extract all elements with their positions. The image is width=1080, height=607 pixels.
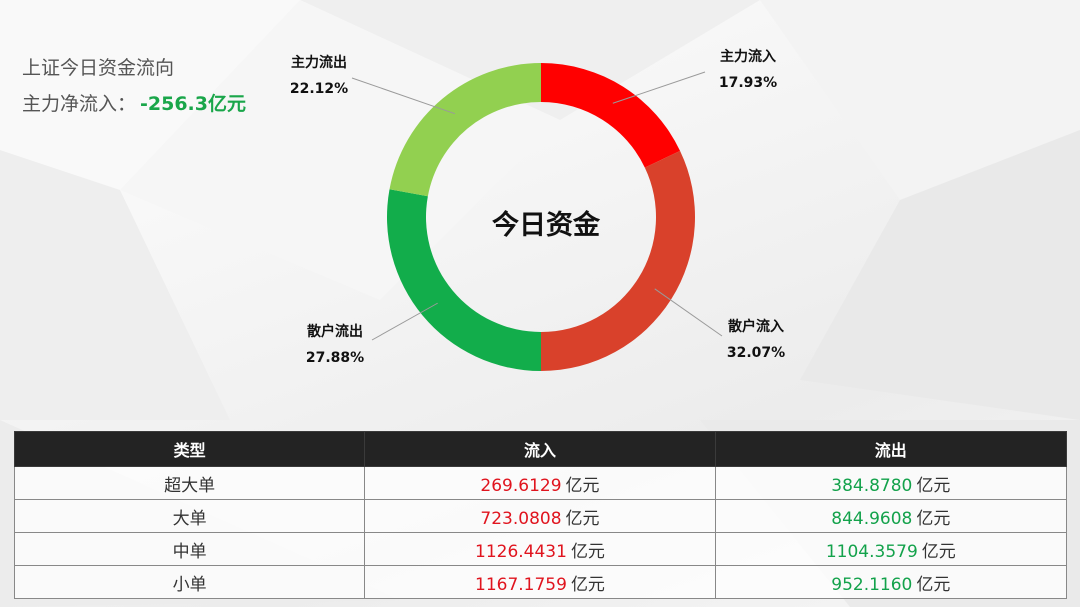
table-row: 大单 723.0808 亿元 844.9608 亿元 xyxy=(13,499,1068,533)
slice-name-label-main-inflow: 主力流入 xyxy=(720,48,776,65)
unit-label: 亿元 xyxy=(565,508,600,529)
leader-line-main-inflow xyxy=(612,71,706,104)
outflow-value: 844.9608 xyxy=(831,508,913,529)
table-row: 中单 1126.4431 亿元 1104.3579 亿元 xyxy=(13,532,1068,566)
outflow-cell: 384.8780 亿元 xyxy=(714,466,1068,500)
net-inflow-value: -256.3亿元 xyxy=(140,93,247,115)
inflow-value: 1126.4431 xyxy=(475,541,567,562)
leader-line-retail-inflow xyxy=(654,288,723,337)
outflow-value: 952.1160 xyxy=(831,574,913,595)
inflow-cell: 1167.1759 亿元 xyxy=(364,565,716,599)
unit-label: 亿元 xyxy=(565,475,600,496)
slice-percent-label-main-outflow: 22.12% xyxy=(290,81,348,97)
inflow-cell: 723.0808 亿元 xyxy=(364,499,716,533)
unit-label: 亿元 xyxy=(916,574,951,595)
outflow-cell: 952.1160 亿元 xyxy=(714,565,1068,599)
slice-percent-label-retail-inflow: 32.07% xyxy=(727,345,785,361)
slice-name-label-main-outflow: 主力流出 xyxy=(291,54,347,71)
unit-label: 亿元 xyxy=(570,541,605,562)
outflow-value: 1104.3579 xyxy=(825,541,918,562)
outflow-cell: 1104.3579 亿元 xyxy=(714,532,1068,566)
header-type: 类型 xyxy=(13,431,366,467)
page-title: 上证今日资金流向 xyxy=(22,57,175,79)
table-header-row: 类型 流入 流出 xyxy=(13,431,1068,467)
table-row: 超大单 269.6129 亿元 384.8780 亿元 xyxy=(13,466,1068,500)
fund-flow-table: 类型 流入 流出 超大单 269.6129 亿元 384.8780 亿元 大单 72… xyxy=(13,431,1068,599)
inflow-cell: 1126.4431 亿元 xyxy=(364,532,716,566)
outflow-cell: 844.9608 亿元 xyxy=(714,499,1068,533)
unit-label: 亿元 xyxy=(916,508,951,529)
type-cell: 大单 xyxy=(13,499,366,533)
donut-chart: 主力流入 17.93% 散户流入 32.07% 散户流出 27.88% 主力流出 22.12%… xyxy=(290,48,785,371)
unit-label: 亿元 xyxy=(921,541,956,562)
net-inflow: 主力净流入： -256.3亿元 xyxy=(22,91,246,117)
header-inflow: 流入 xyxy=(364,431,716,467)
donut-slice-main-outflow xyxy=(389,63,541,197)
table-row: 小单 1167.1759 亿元 952.1160 亿元 xyxy=(13,565,1068,599)
inflow-value: 1167.1759 xyxy=(475,574,567,595)
slice-percent-label-main-inflow: 17.93% xyxy=(719,75,777,91)
inflow-cell: 269.6129 亿元 xyxy=(364,466,716,500)
inflow-value: 723.0808 xyxy=(480,508,562,529)
inflow-value: 269.6129 xyxy=(480,475,562,496)
leader-line-main-outflow xyxy=(351,77,456,115)
slice-name-label-retail-outflow: 散户流出 xyxy=(307,323,363,340)
header-outflow: 流出 xyxy=(714,431,1068,467)
type-cell: 中单 xyxy=(13,532,366,566)
type-cell: 超大单 xyxy=(13,466,366,500)
outflow-value: 384.8780 xyxy=(831,475,913,496)
chart-center-label: 今日资金 xyxy=(492,209,601,241)
leader-lines xyxy=(351,71,723,341)
donut-slices xyxy=(387,63,695,371)
slice-percent-label-retail-outflow: 27.88% xyxy=(306,350,364,366)
leader-line-retail-outflow xyxy=(371,302,438,341)
unit-label: 亿元 xyxy=(570,574,605,595)
net-inflow-label: 主力净流入： xyxy=(22,93,137,115)
type-cell: 小单 xyxy=(13,565,366,599)
slice-labels: 主力流入 17.93% 散户流入 32.07% 散户流出 27.88% 主力流出 22.12% xyxy=(290,48,785,366)
donut-slice-retail-inflow xyxy=(541,150,695,371)
donut-slice-retail-outflow xyxy=(387,189,541,371)
unit-label: 亿元 xyxy=(916,475,951,496)
slice-name-label-retail-inflow: 散户流入 xyxy=(728,318,784,335)
header: 上证今日资金流向 主力净流入： -256.3亿元 xyxy=(22,55,246,117)
donut-slice-main-inflow xyxy=(541,63,681,168)
